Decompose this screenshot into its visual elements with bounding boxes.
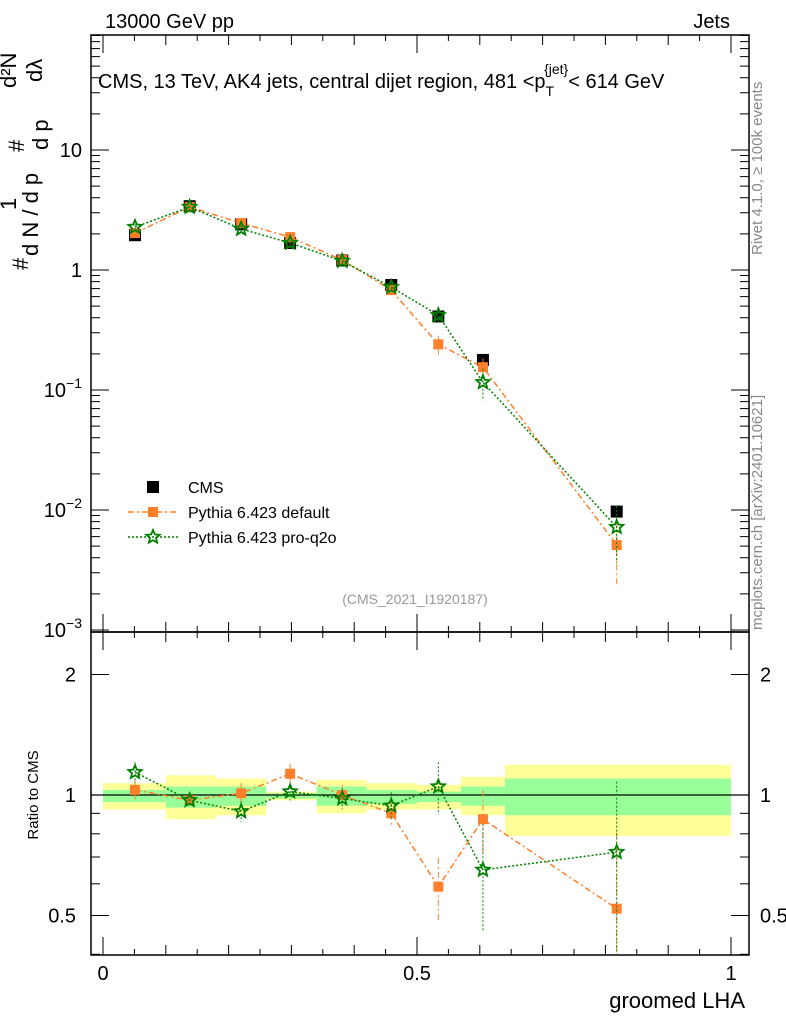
legend-marker xyxy=(144,527,162,545)
data-point xyxy=(126,217,144,235)
side-label-mcplots: mcplots.cern.ch [arXiv:2401.10621] xyxy=(749,395,766,630)
band-inner xyxy=(366,789,417,804)
ratio-point xyxy=(236,788,247,799)
legend-label: CMS xyxy=(188,480,224,497)
ratio-tick-label-right: 2 xyxy=(760,665,771,687)
x-tick-label: 0.5 xyxy=(403,963,431,985)
data-point xyxy=(433,339,444,350)
side-label-rivet: Rivet 4.1.0, ≥ 100k events xyxy=(749,82,766,255)
ratio-frame xyxy=(90,631,750,956)
y-tick-label: 10 xyxy=(60,140,82,162)
x-tick-label: 1 xyxy=(725,963,736,985)
ratio-point xyxy=(180,790,199,808)
ratio-tick-label-right: 1 xyxy=(760,785,771,807)
ratio-point xyxy=(474,860,492,878)
band-inner xyxy=(417,791,461,803)
legend-marker xyxy=(148,507,158,517)
ylabel-dpT: d p xyxy=(28,119,53,150)
mcplots-label: mcplots.cern.ch [arXiv:2401.10621] xyxy=(749,395,766,630)
band-inner xyxy=(504,778,731,816)
data-point xyxy=(333,251,352,269)
ratio-point xyxy=(337,790,348,800)
legend-marker xyxy=(147,481,159,493)
data-point xyxy=(611,540,622,551)
data-point xyxy=(180,197,199,215)
ratio-point xyxy=(333,789,352,807)
data-point xyxy=(474,372,492,390)
data-point xyxy=(232,219,251,237)
y-tick-label: 10−2 xyxy=(44,495,82,522)
axes: 0 0.5 1 10 1 10−1 10−2 10−3 2 2 1 1 0.5 0.5 xyxy=(44,34,786,985)
header-left: 13000 GeV pp xyxy=(105,11,234,33)
ratio-tick-label: 0.5 xyxy=(48,906,76,928)
data-marks xyxy=(126,197,626,955)
x-axis-label: groomed LHA xyxy=(609,988,745,1013)
legend: CMS Pythia 6.423 default Pythia 6.423 pro-… xyxy=(128,480,337,547)
y-tick-label: 10−1 xyxy=(44,375,82,402)
ylabel-d2N: d²N xyxy=(0,53,21,88)
data-point xyxy=(382,277,401,295)
ratio-point xyxy=(232,802,251,819)
title-end: < 614 GeV xyxy=(568,71,665,93)
chart-title: CMS, 13 TeV, AK4 jets, central dijet reg… xyxy=(98,61,665,99)
ratio-point xyxy=(382,796,401,814)
ratio-point xyxy=(126,762,144,780)
title-main: CMS, 13 TeV, AK4 jets, central dijet reg… xyxy=(98,71,546,93)
ratio-tick-label: 2 xyxy=(65,665,76,687)
ylabel-dN: d N / d p xyxy=(18,173,43,256)
header-right: Jets xyxy=(693,11,730,33)
ylabel-dlambda: dλ xyxy=(22,59,47,82)
series-2 xyxy=(126,197,626,955)
x-tick-label: 0 xyxy=(97,963,108,985)
title-sub: T xyxy=(546,83,555,99)
data-point xyxy=(281,233,300,251)
data-point xyxy=(429,305,448,323)
ratio-tick-label-right: 0.5 xyxy=(760,906,786,928)
data-point xyxy=(130,228,141,239)
rivet-label: Rivet 4.1.0, ≥ 100k events xyxy=(749,82,766,255)
ylabel-one: 1 xyxy=(0,198,21,210)
ratio-point xyxy=(607,842,626,860)
y-axis-label-main: # d N / d p 1 # d p d²N dλ xyxy=(0,53,53,270)
data-point xyxy=(607,517,626,535)
legend-label: Pythia 6.423 default xyxy=(188,505,330,522)
ratio-tick-label: 1 xyxy=(65,785,76,807)
title-sup: {jet} xyxy=(544,61,568,77)
data-point xyxy=(337,255,348,266)
ratio-point xyxy=(611,903,622,914)
analysis-id: (CMS_2021_I1920187) xyxy=(342,591,488,607)
ratio-point xyxy=(281,782,300,800)
data-point xyxy=(477,362,488,373)
ratio-point xyxy=(285,768,296,779)
ratio-point xyxy=(429,777,448,795)
legend-label: Pythia 6.423 pro-q2o xyxy=(188,530,337,547)
y-tick-label: 10−3 xyxy=(44,615,82,642)
y-axis-label-ratio: Ratio to CMS xyxy=(25,750,42,839)
series-0 xyxy=(129,200,623,518)
series-1 xyxy=(130,201,622,955)
ratio-label: Ratio to CMS xyxy=(25,750,42,839)
y-tick-label: 1 xyxy=(71,260,82,282)
ratio-point xyxy=(477,814,488,825)
ylabel-hash: # xyxy=(8,257,33,270)
ylabel-hash2: # xyxy=(4,139,29,152)
ratio-line xyxy=(134,772,618,910)
cms-uncertainty-bands xyxy=(103,764,731,836)
ratio-point xyxy=(433,881,444,892)
main-line xyxy=(134,206,618,528)
ratio-point xyxy=(130,784,141,795)
